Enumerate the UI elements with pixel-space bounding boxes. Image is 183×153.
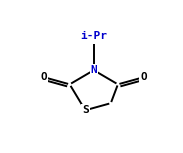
Text: O: O (140, 72, 147, 82)
Text: S: S (82, 105, 89, 115)
Text: O: O (41, 72, 48, 82)
Text: i-Pr: i-Pr (80, 31, 107, 41)
Text: N: N (90, 65, 97, 75)
